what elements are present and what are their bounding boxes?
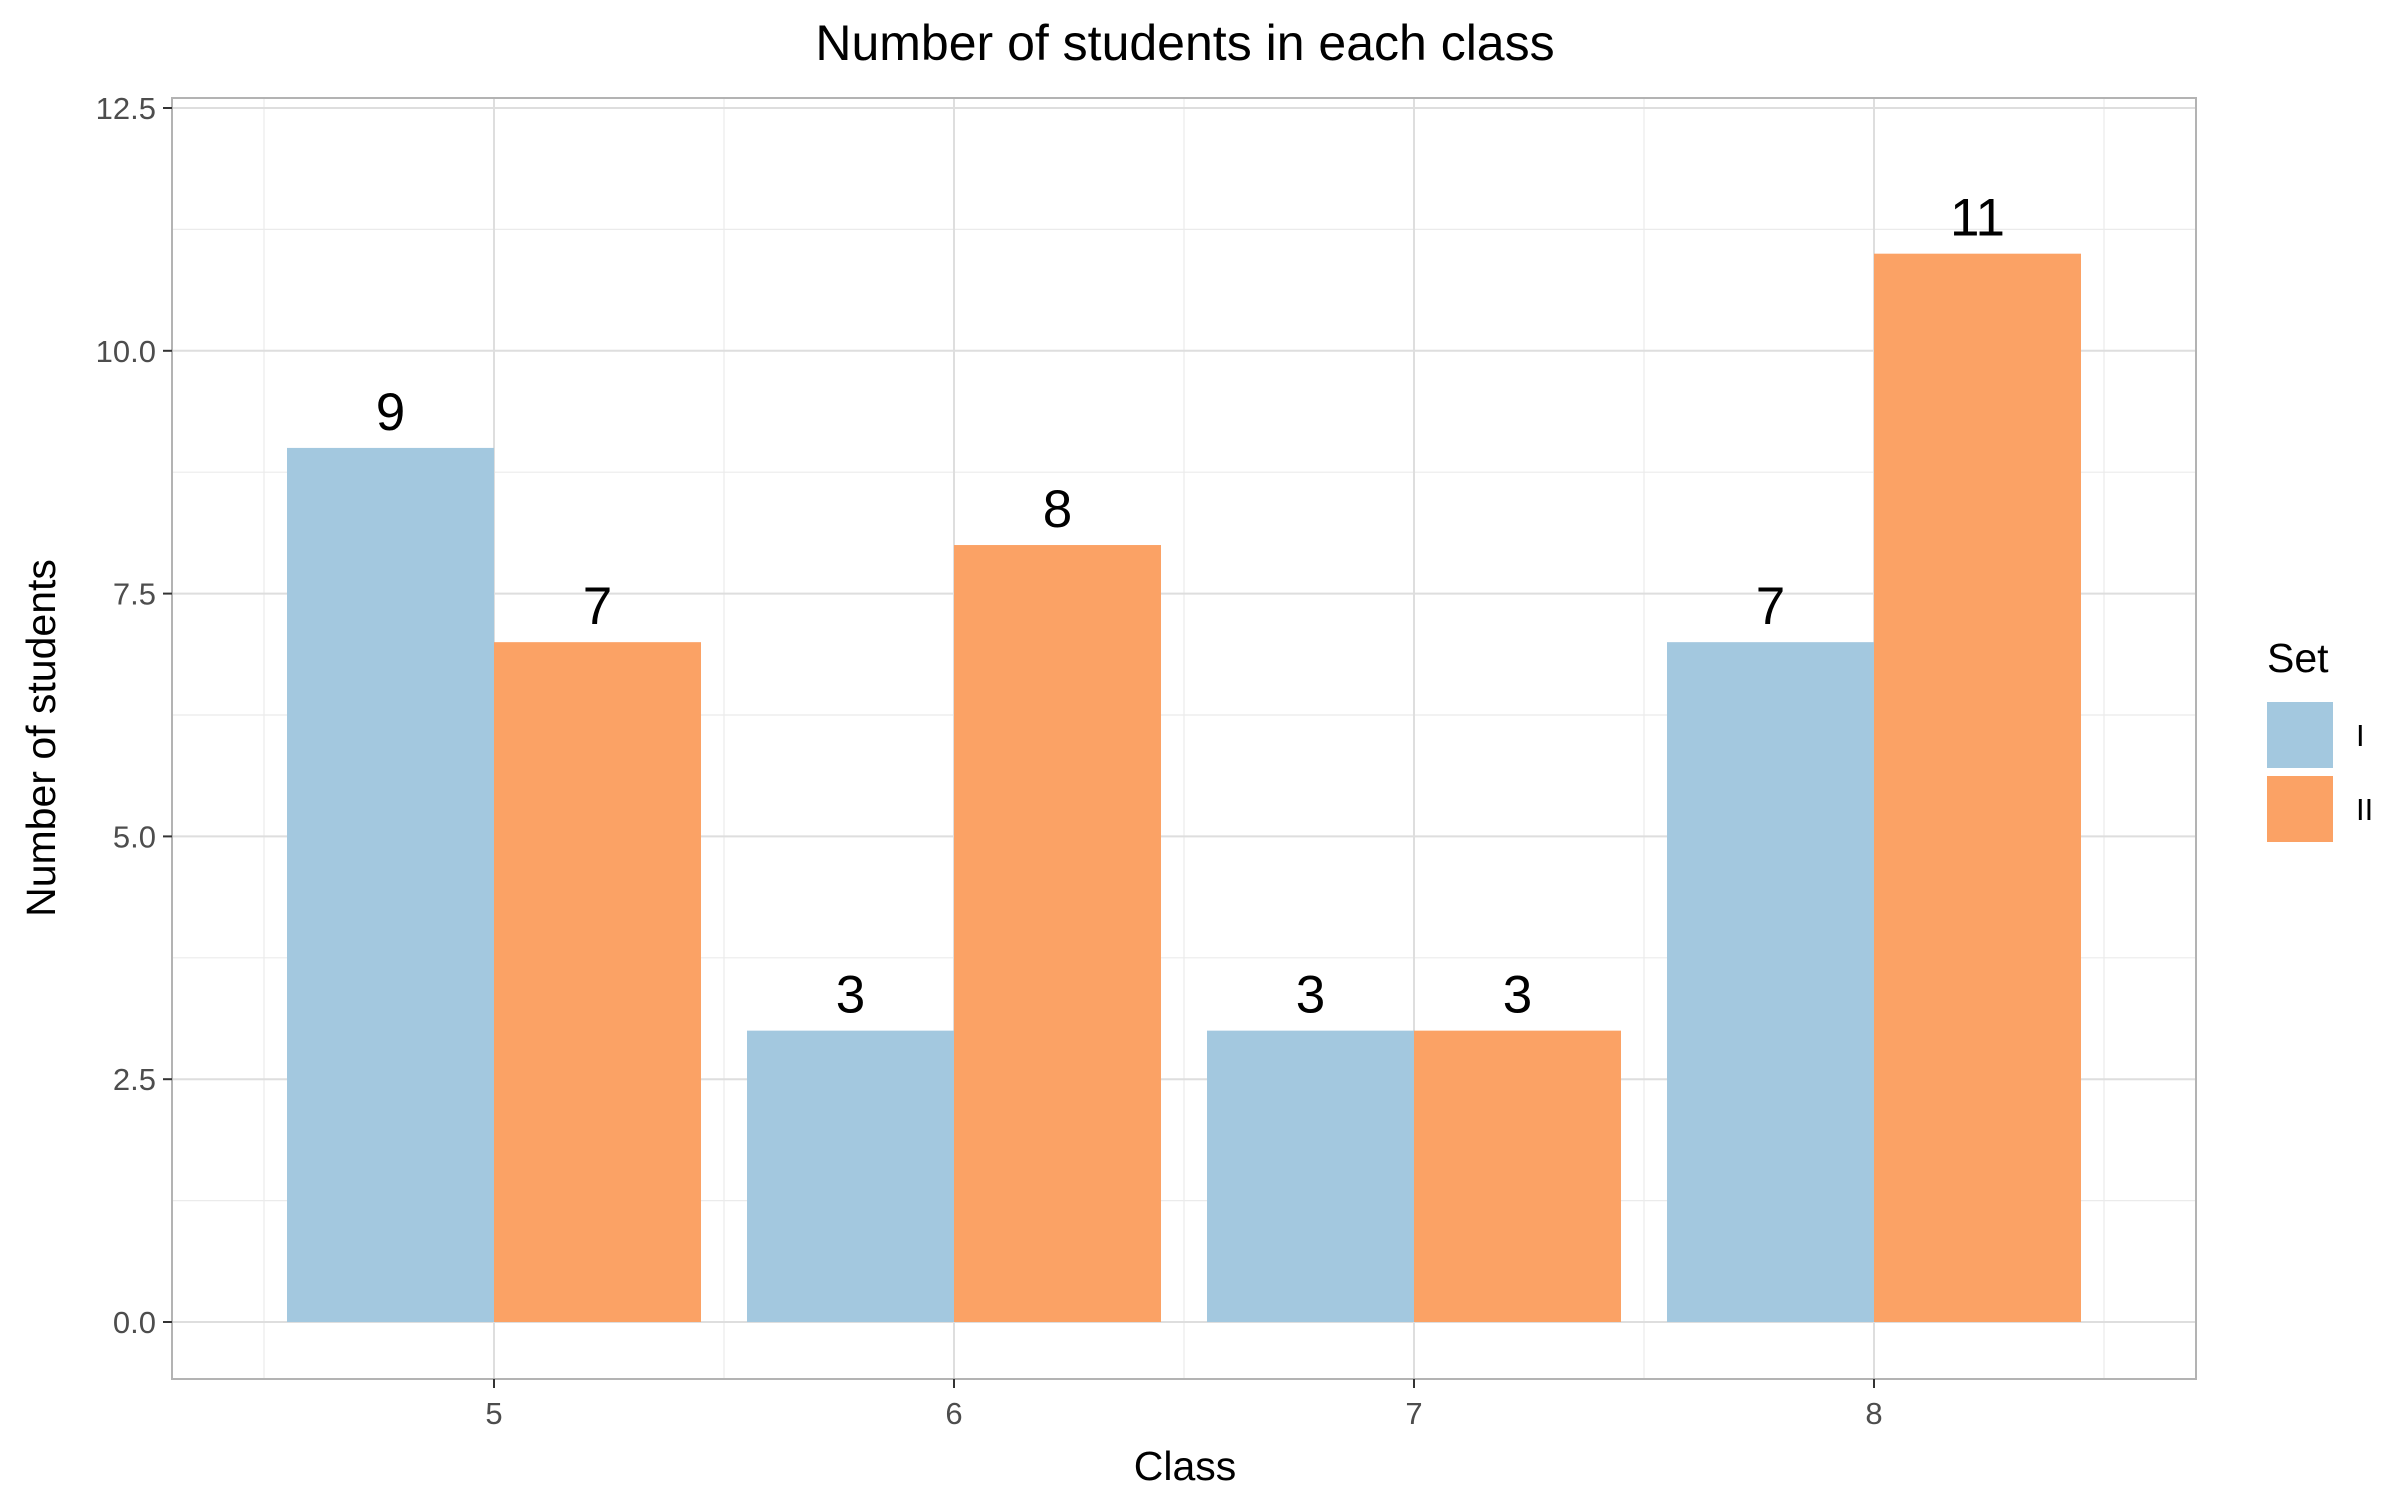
bar-set-I-class-8 (1667, 642, 1874, 1322)
legend-label-II: II (2356, 792, 2373, 827)
data-labels: 9 3 3 7 7 8 3 11 (376, 189, 2005, 1025)
y-tick-label: 10.0 (96, 334, 156, 369)
data-label-set-II-class-8: 11 (1950, 189, 2005, 248)
x-tick-label: 6 (945, 1396, 962, 1431)
data-label-set-I-class-7: 3 (1296, 966, 1325, 1025)
legend-title: Set (2267, 635, 2329, 681)
y-tick-label: 7.5 (113, 577, 156, 612)
bar-set-II-class-5 (494, 642, 701, 1322)
y-tick-label: 2.5 (113, 1062, 156, 1097)
y-tick-label: 0.0 (113, 1305, 156, 1340)
data-label-set-I-class-6: 3 (836, 966, 865, 1025)
bar-set-II-class-7 (1414, 1030, 1621, 1322)
y-axis-title: Number of students (18, 559, 64, 917)
bar-set-I-class-6 (747, 1030, 954, 1322)
legend-label-I: I (2356, 718, 2365, 753)
chart-title: Number of students in each class (815, 15, 1554, 71)
y-tick-label: 5.0 (113, 819, 156, 854)
data-label-set-I-class-5: 9 (376, 383, 405, 442)
x-tick-label: 7 (1405, 1396, 1422, 1431)
data-label-set-II-class-7: 3 (1503, 966, 1532, 1025)
legend-key-I (2267, 702, 2333, 768)
plot-panel-border (171, 97, 2197, 1380)
x-tick-label: 5 (485, 1396, 502, 1431)
data-label-set-I-class-8: 7 (1756, 577, 1785, 636)
axes: 0.0 2.5 5.0 7.5 10.0 12.5 5 6 7 8 (96, 91, 1883, 1431)
bar-set-II-class-8 (1874, 253, 2081, 1323)
bar-set-I-class-7 (1207, 1030, 1414, 1322)
x-axis-title: Class (1134, 1443, 1237, 1489)
data-label-set-II-class-6: 8 (1043, 480, 1072, 539)
legend: Set III (2267, 635, 2373, 842)
data-label-set-II-class-5: 7 (583, 577, 612, 636)
bar-set-I-class-5 (287, 447, 494, 1322)
y-tick-label: 12.5 (96, 91, 156, 126)
bar-set-II-class-6 (954, 545, 1161, 1322)
legend-key-II (2267, 776, 2333, 842)
bars (287, 253, 2081, 1323)
x-tick-label: 8 (1865, 1396, 1882, 1431)
